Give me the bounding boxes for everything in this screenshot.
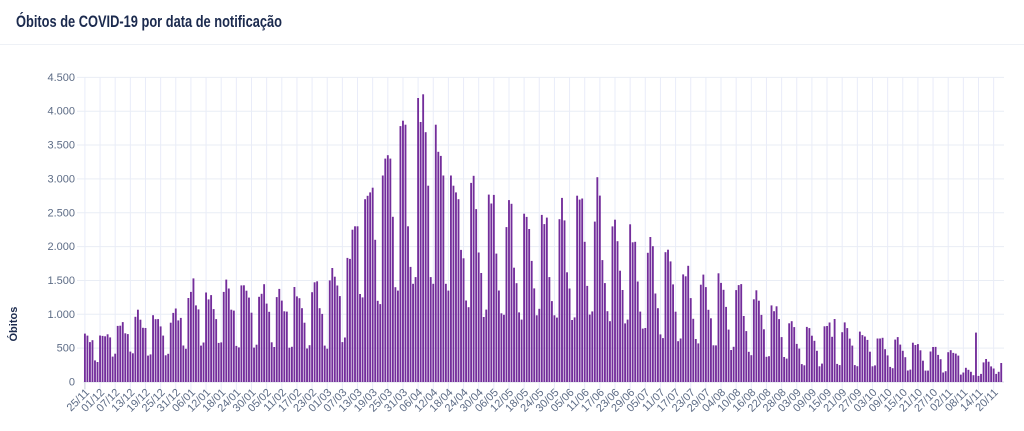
svg-text:1.000: 1.000: [47, 309, 75, 321]
svg-text:Óbitos: Óbitos: [7, 307, 20, 342]
svg-text:500: 500: [57, 343, 75, 355]
svg-text:2.000: 2.000: [47, 241, 75, 253]
svg-text:3.500: 3.500: [47, 140, 75, 152]
svg-text:2.500: 2.500: [47, 207, 75, 219]
svg-text:3.000: 3.000: [47, 173, 75, 185]
svg-text:4.500: 4.500: [47, 72, 75, 84]
svg-text:1.500: 1.500: [47, 275, 75, 287]
svg-text:Óbitos de COVID-19 por data de: Óbitos de COVID-19 por data de notificaç…: [16, 12, 282, 31]
svg-text:0: 0: [69, 377, 75, 389]
svg-text:4.000: 4.000: [47, 106, 75, 118]
